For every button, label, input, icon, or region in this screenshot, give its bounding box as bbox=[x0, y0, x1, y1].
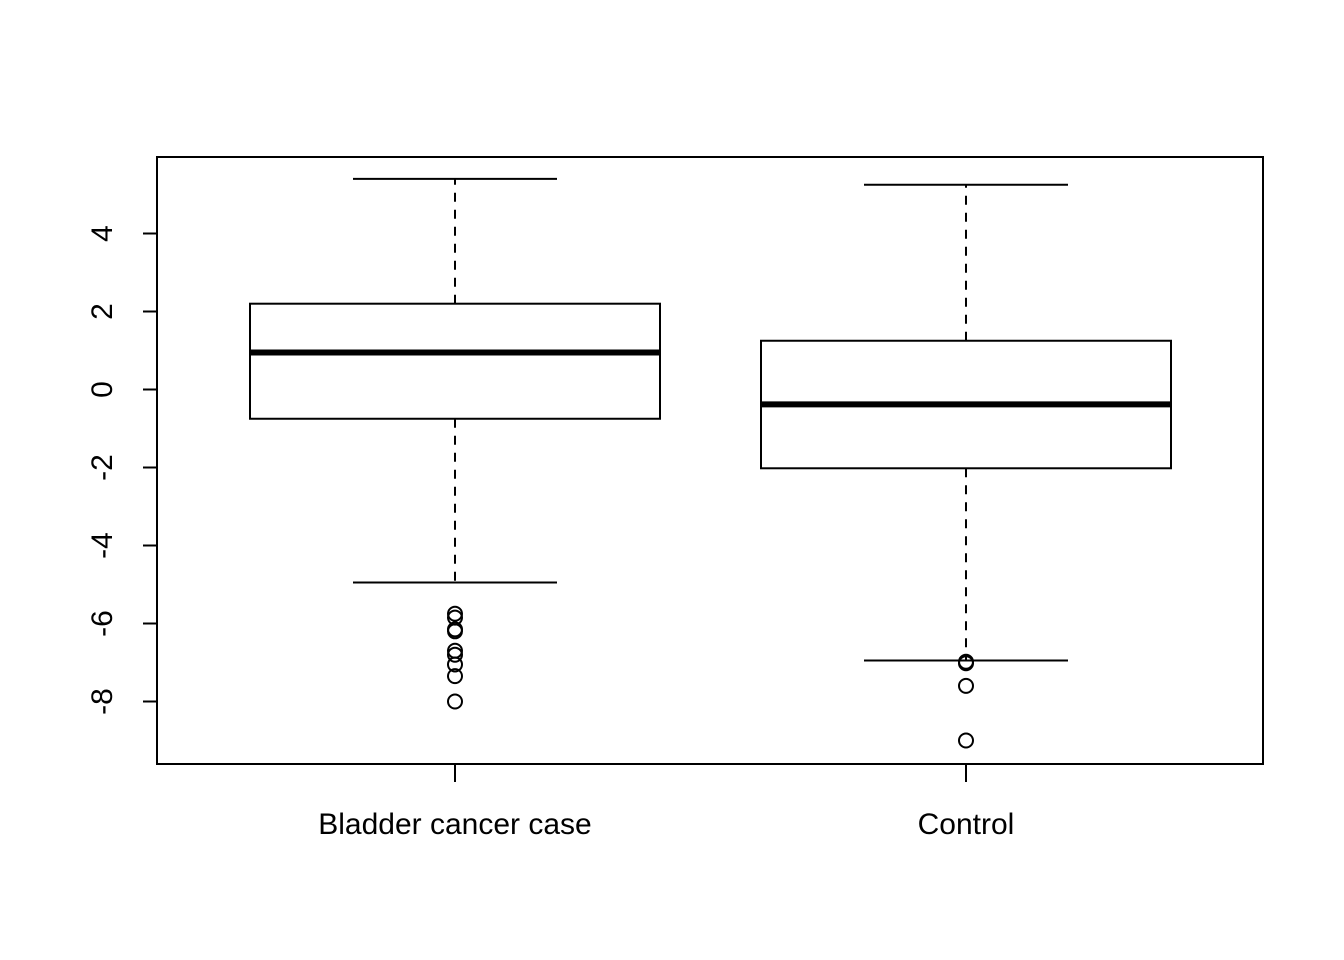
boxes-layer bbox=[249, 177, 1172, 749]
y-tick-label: 4 bbox=[86, 225, 119, 242]
outlier-point bbox=[447, 623, 463, 640]
iqr-box bbox=[249, 302, 661, 420]
x-tick-label: Control bbox=[918, 808, 1015, 841]
box-group bbox=[249, 177, 661, 710]
box-group bbox=[760, 183, 1172, 749]
y-tick-label: 0 bbox=[86, 381, 119, 398]
outlier-point bbox=[447, 646, 463, 663]
outlier-point bbox=[958, 677, 974, 694]
outlier-point bbox=[447, 693, 463, 710]
outlier-point bbox=[447, 668, 463, 685]
outlier-point bbox=[447, 605, 463, 622]
y-tick-label: -2 bbox=[86, 454, 119, 481]
x-tick-label: Bladder cancer case bbox=[318, 808, 592, 841]
y-tick-label: 2 bbox=[86, 303, 119, 320]
x-axis: Bladder cancer case Control bbox=[318, 764, 1014, 841]
outlier-point bbox=[447, 656, 463, 673]
y-axis: -8 -6 -4 -2 0 2 4 bbox=[86, 225, 158, 715]
outlier-point bbox=[958, 655, 974, 672]
y-tick-label: -6 bbox=[86, 610, 119, 637]
y-tick-label: -8 bbox=[86, 688, 119, 715]
y-tick-label: -4 bbox=[86, 532, 119, 559]
outlier-point bbox=[958, 732, 974, 749]
